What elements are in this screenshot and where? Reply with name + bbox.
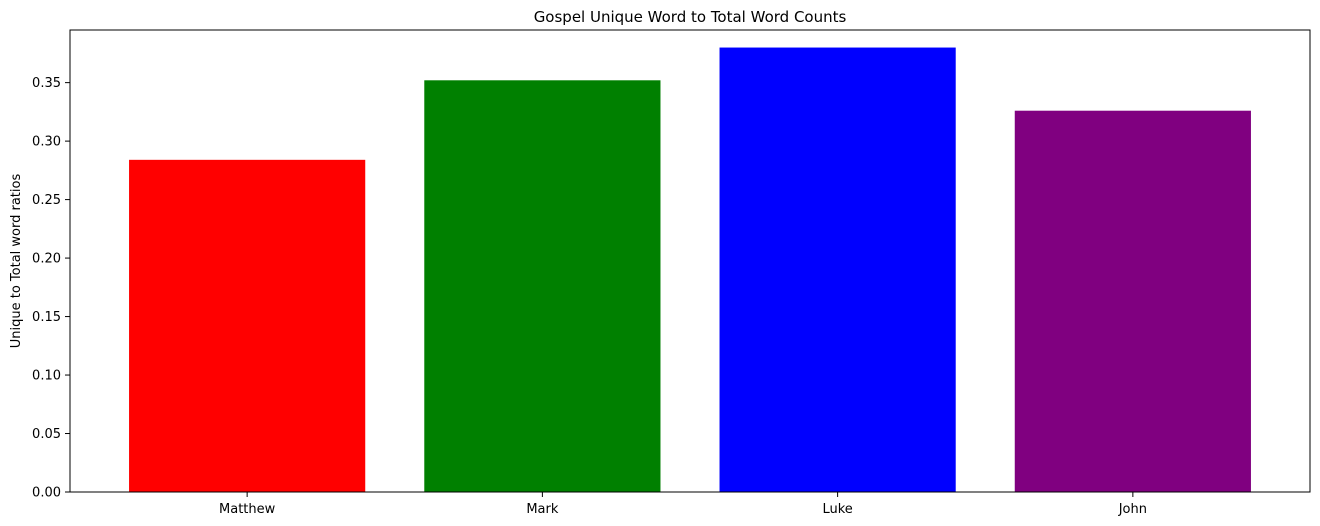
y-axis-ticks: 0.00 0.05 0.10 0.15 0.20 0.25 0.30 0.35 [32,76,70,501]
bar-luke [719,47,956,492]
x-axis-ticks: Matthew Mark Luke John [219,492,1147,517]
y-axis-title: Unique to Total word ratios [9,174,24,349]
bar-mark [424,80,661,492]
x-tick-label-john: John [1118,502,1147,517]
chart-title: Gospel Unique Word to Total Word Counts [534,8,847,26]
x-tick-label-matthew: Matthew [219,502,276,517]
bars-group [129,47,1251,492]
y-tick-label: 0.10 [32,369,61,384]
x-tick-label-luke: Luke [822,502,852,517]
plot-frame [69,29,1311,493]
y-tick-label: 0.35 [32,76,61,91]
bar-matthew [129,159,366,492]
y-tick-label: 0.05 [32,427,61,442]
y-tick-label: 0.20 [32,252,61,267]
y-tick-label: 0.30 [32,135,61,150]
bar-john [1014,110,1251,492]
y-tick-label: 0.15 [32,310,61,325]
y-tick-label: 0.00 [32,486,61,501]
y-tick-label: 0.25 [32,193,61,208]
x-tick-label-mark: Mark [526,502,559,517]
